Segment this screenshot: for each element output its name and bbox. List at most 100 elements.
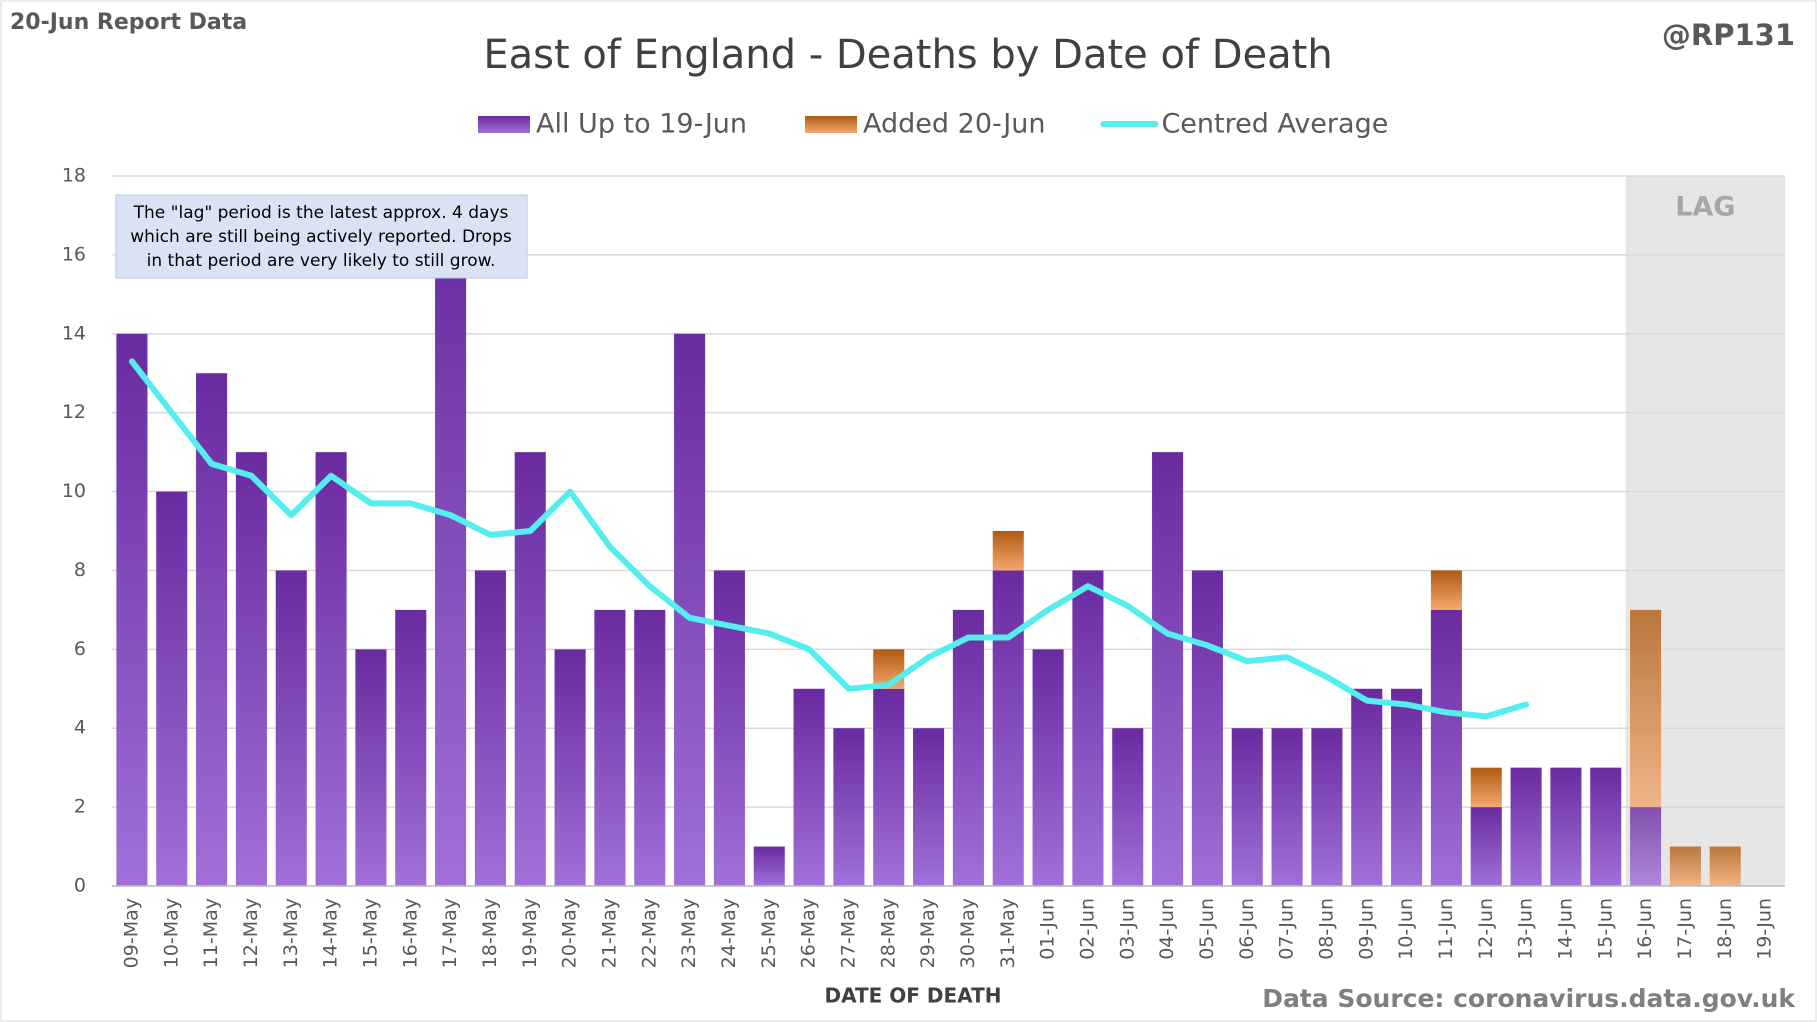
x-tick-label: 16-Jun: [1634, 898, 1656, 960]
annotation-text: which are still being actively reported.…: [130, 227, 512, 247]
legend-label: Added 20-Jun: [863, 109, 1045, 140]
bar: [1351, 688, 1383, 886]
x-tick-label: 23-May: [678, 898, 700, 968]
bar: [315, 452, 347, 886]
legend-label: All Up to 19-Jun: [536, 109, 747, 140]
x-tick-label: 10-May: [160, 898, 182, 968]
bar: [116, 333, 148, 886]
x-tick-label: 06-Jun: [1236, 898, 1258, 960]
x-tick-label: 28-May: [877, 898, 899, 968]
bar: [1032, 649, 1064, 886]
bar: [355, 649, 387, 886]
x-tick-label: 16-May: [399, 898, 421, 968]
bar: [913, 728, 945, 886]
bar: [275, 570, 307, 886]
legend: All Up to 19-Jun Added 20-Jun Centred Aver…: [478, 109, 1388, 140]
x-tick-label: 18-Jun: [1714, 898, 1736, 960]
author: @RP131: [1662, 18, 1795, 52]
x-tick-label: 04-Jun: [1156, 898, 1178, 960]
bar: [156, 491, 188, 886]
x-tick-label: 15-Jun: [1594, 898, 1616, 960]
x-tick-label: 13-Jun: [1515, 898, 1537, 960]
bar: [952, 609, 984, 886]
annotation-text: in that period are very likely to still …: [147, 251, 496, 271]
bar: [1630, 609, 1662, 808]
x-tick-label: 25-May: [758, 898, 780, 968]
bar: [1590, 767, 1622, 886]
bar: [1669, 846, 1701, 886]
x-tick-label: 13-May: [280, 898, 302, 968]
y-tick-label: 16: [62, 243, 86, 265]
x-tick-label: 10-Jun: [1395, 898, 1417, 960]
y-tick-label: 12: [62, 401, 86, 423]
bar: [235, 452, 267, 886]
x-tick-label: 19-Jun: [1754, 898, 1776, 960]
bar: [1510, 767, 1542, 886]
x-tick-label: 20-May: [559, 898, 581, 968]
y-tick-label: 2: [74, 796, 86, 818]
x-tick-label: 08-Jun: [1315, 898, 1337, 960]
source: Data Source: coronavirus.data.gov.uk: [1262, 984, 1796, 1013]
x-tick-label: 17-May: [439, 898, 461, 968]
bar: [833, 728, 865, 886]
x-axis-title: DATE OF DEATH: [825, 984, 1002, 1008]
x-tick-label: 09-Jun: [1355, 898, 1377, 960]
x-tick-label: 15-May: [359, 898, 381, 968]
bar: [1191, 570, 1223, 886]
y-tick-label: 0: [74, 875, 86, 897]
bar: [1311, 728, 1343, 886]
lag-label: LAG: [1675, 192, 1735, 223]
x-tick-label: 26-May: [798, 898, 820, 968]
x-tick-label: 03-Jun: [1116, 898, 1138, 960]
bar: [992, 531, 1024, 571]
x-tick-label: 05-Jun: [1196, 898, 1218, 960]
bar: [1231, 728, 1263, 886]
x-tick-label: 18-May: [479, 898, 501, 968]
x-tick-label: 29-May: [917, 898, 939, 968]
x-tick-label: 01-Jun: [1037, 898, 1059, 960]
bar: [1430, 609, 1462, 886]
bar: [634, 609, 666, 886]
y-tick-label: 18: [62, 165, 86, 187]
y-tick-label: 8: [74, 559, 86, 581]
bar: [1072, 570, 1104, 886]
average-line: [128, 358, 1530, 720]
x-tick-label: 02-Jun: [1076, 898, 1098, 960]
x-tick-label: 27-May: [837, 898, 859, 968]
x-tick-label: 11-May: [200, 898, 222, 968]
legend-label: Centred Average: [1161, 109, 1388, 140]
bar: [1470, 767, 1502, 808]
annotation-box: [115, 194, 528, 279]
y-tick-label: 14: [62, 322, 86, 344]
bar: [594, 609, 626, 886]
bar: [1112, 728, 1144, 886]
bar: [992, 570, 1024, 886]
chart-title: East of England - Deaths by Date of Deat…: [483, 32, 1332, 78]
bar: [713, 570, 745, 886]
x-tick-label: 24-May: [718, 898, 740, 968]
bar: [196, 373, 228, 886]
x-tick-label: 14-May: [320, 898, 342, 968]
legend-swatch: [478, 116, 530, 133]
y-tick-label: 6: [74, 638, 86, 660]
legend-swatch: [805, 116, 858, 133]
x-tick-label: 31-May: [997, 898, 1019, 968]
bar: [554, 649, 586, 886]
x-tick-label: 19-May: [519, 898, 541, 968]
bar: [474, 570, 506, 886]
x-tick-label: 17-Jun: [1674, 898, 1696, 960]
x-tick-label: 30-May: [957, 898, 979, 968]
annotation-text: The "lag" period is the latest approx. 4…: [133, 203, 509, 223]
plot: LAG 0 2 4 6 8 10 12 14 16 18 09-May 10-May 11-May 12-M…: [62, 165, 1785, 968]
x-tick-label: 21-May: [598, 898, 620, 968]
report-label: 20-Jun Report Data: [10, 10, 247, 35]
bar: [753, 846, 785, 886]
x-tick-label: 14-Jun: [1554, 898, 1576, 960]
bar: [1630, 807, 1662, 886]
bar: [1550, 767, 1582, 886]
bar: [1152, 452, 1184, 886]
bar: [395, 609, 427, 886]
x-tick-label: 12-May: [240, 898, 262, 968]
bar: [1391, 688, 1423, 886]
